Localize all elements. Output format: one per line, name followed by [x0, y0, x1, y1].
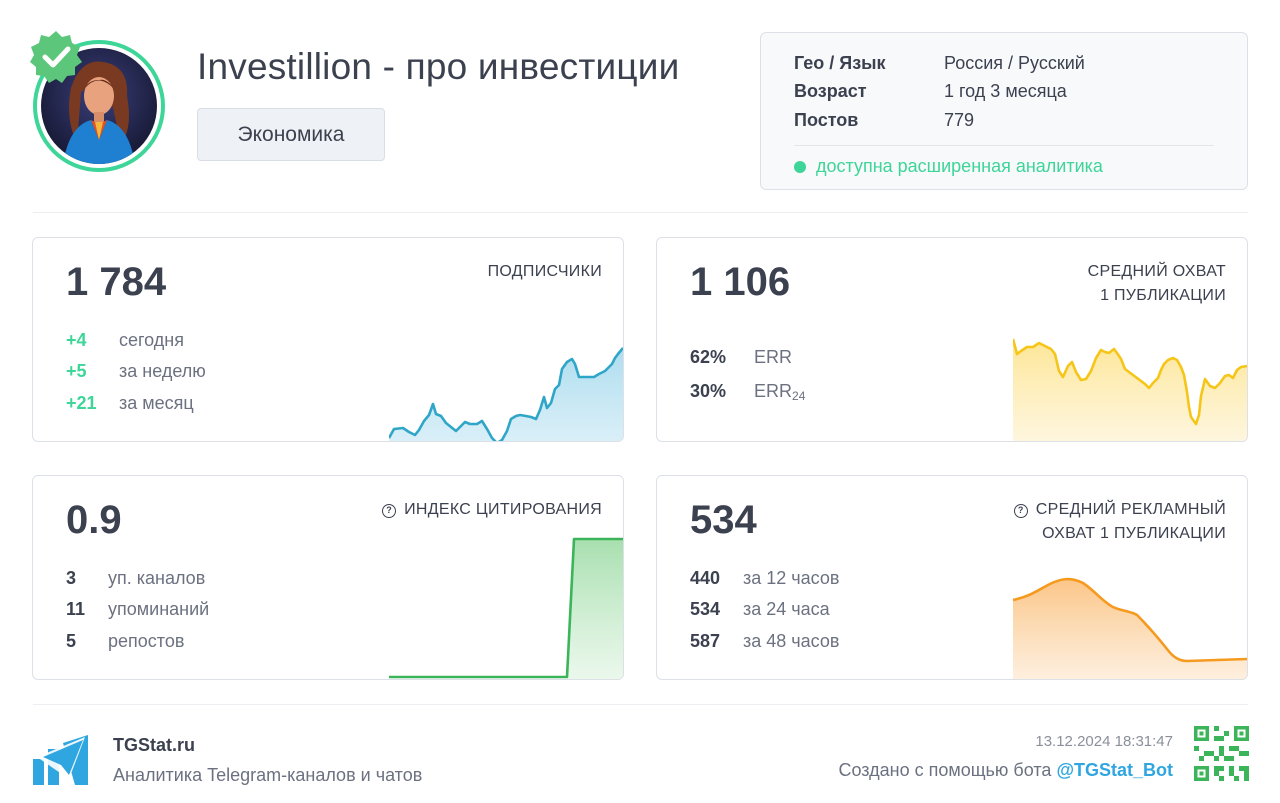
- subscribers-label: ПОДПИСЧИКИ: [487, 263, 602, 280]
- stat-number: 5: [66, 631, 77, 651]
- label-line: 1 ПУБЛИКАЦИИ: [1100, 287, 1226, 304]
- qr-code-icon: [1194, 726, 1249, 781]
- stat-text: за 12 часов: [743, 568, 840, 588]
- stat-number: 440: [690, 568, 721, 588]
- citation-index-label[interactable]: ? ИНДЕКС ЦИТИРОВАНИЯ: [382, 498, 602, 522]
- stat-text: за неделю: [119, 361, 206, 381]
- stat-number: +4: [66, 330, 87, 350]
- err-value: 62%: [690, 347, 727, 367]
- citation-index-value: 0.9: [66, 498, 122, 542]
- stat-text: упоминаний: [108, 599, 210, 619]
- brand-name[interactable]: TGStat.ru: [113, 735, 196, 755]
- stat-number: 3: [66, 568, 77, 588]
- help-circle-icon[interactable]: ?: [1013, 504, 1028, 518]
- label-line: СРЕДНИЙ ОХВАТ: [1087, 263, 1226, 280]
- posts-label: Постов: [794, 110, 859, 130]
- category-button[interactable]: Экономика: [197, 108, 385, 161]
- err24-subscript: 24: [792, 389, 806, 403]
- made-with-text: Создано с помощью бота: [838, 760, 1052, 780]
- label-text: ИНДЕКС ЦИТИРОВАНИЯ: [404, 501, 602, 518]
- average-reach-sparkline: [1013, 338, 1247, 441]
- err24-value: 30%: [690, 381, 727, 401]
- stat-text: уп. каналов: [108, 568, 206, 588]
- info-divider: [794, 145, 1214, 146]
- geo-value: Россия / Русский: [944, 53, 1085, 73]
- footer-divider: [33, 704, 1248, 705]
- channel-info-panel: Гео / Язык Россия / Русский Возраст 1 го…: [760, 32, 1248, 190]
- err24-label: ERR24: [754, 381, 805, 403]
- subscribers-card: 1 784 ПОДПИСЧИКИ +4 сегодня +5 за неделю…: [32, 237, 624, 442]
- stat-number: +5: [66, 361, 87, 381]
- geo-label: Гео / Язык: [794, 53, 886, 73]
- stat-number: 587: [690, 631, 721, 651]
- average-reach-card: 1 106 СРЕДНИЙ ОХВАТ 1 ПУБЛИКАЦИИ 62% ERR…: [656, 237, 1248, 442]
- stat-text: за месяц: [119, 393, 194, 413]
- stat-text: за 48 часов: [743, 631, 840, 651]
- stat-number: 534: [690, 599, 721, 619]
- age-value: 1 год 3 месяца: [944, 81, 1067, 101]
- made-with-bot: Создано с помощью бота @TGStat_Bot: [838, 760, 1173, 781]
- tgstat-logo-icon[interactable]: [33, 735, 88, 785]
- stat-text: репостов: [108, 631, 185, 651]
- analytics-status-text: доступна расширенная аналитика: [816, 156, 1103, 176]
- stat-text: сегодня: [119, 330, 184, 350]
- ad-reach-sparkline: [1013, 577, 1247, 679]
- channel-title: Investillion - про инвестиции: [197, 46, 680, 87]
- label-line: ОХВАТ 1 ПУБЛИКАЦИИ: [1042, 525, 1226, 542]
- average-reach-value: 1 106: [690, 260, 791, 304]
- bot-link[interactable]: @TGStat_Bot: [1056, 760, 1173, 780]
- analytics-status[interactable]: доступна расширенная аналитика: [794, 156, 1103, 177]
- channel-avatar-wrapper: [30, 31, 165, 172]
- posts-value: 779: [944, 110, 975, 130]
- ad-reach-card: 534 ? СРЕДНИЙ РЕКЛАМНЫЙ ОХВАТ 1 ПУБЛИКАЦИ…: [656, 475, 1248, 680]
- citation-sparkline: [389, 537, 623, 679]
- brand-tagline: Аналитика Telegram-каналов и чатов: [113, 765, 423, 785]
- label-line: ? СРЕДНИЙ РЕКЛАМНЫЙ: [1013, 498, 1226, 522]
- average-reach-label: СРЕДНИЙ ОХВАТ 1 ПУБЛИКАЦИИ: [1088, 260, 1226, 308]
- ad-reach-value: 534: [690, 498, 757, 542]
- subscribers-value: 1 784: [66, 260, 167, 304]
- stat-text: за 24 часа: [743, 599, 830, 619]
- citation-index-card: 0.9 ? ИНДЕКС ЦИТИРОВАНИЯ 3 уп. каналов 11…: [32, 475, 624, 680]
- report-timestamp: 13.12.2024 18:31:47: [1035, 733, 1173, 750]
- err24-label-text: ERR: [754, 381, 793, 401]
- verified-badge-icon: [30, 31, 82, 83]
- label-text: СРЕДНИЙ РЕКЛАМНЫЙ: [1035, 501, 1226, 518]
- status-dot-icon: [794, 160, 806, 173]
- err-label: ERR: [754, 347, 793, 367]
- ad-reach-label[interactable]: ? СРЕДНИЙ РЕКЛАМНЫЙ ОХВАТ 1 ПУБЛИКАЦИИ: [1013, 498, 1226, 546]
- avatar-illustration: [63, 61, 135, 164]
- subscribers-sparkline: [389, 347, 623, 441]
- header-divider: [33, 212, 1248, 213]
- stat-number: 11: [66, 599, 86, 619]
- help-circle-icon[interactable]: ?: [382, 504, 397, 518]
- age-label: Возраст: [794, 81, 867, 101]
- stat-number: +21: [66, 393, 97, 413]
